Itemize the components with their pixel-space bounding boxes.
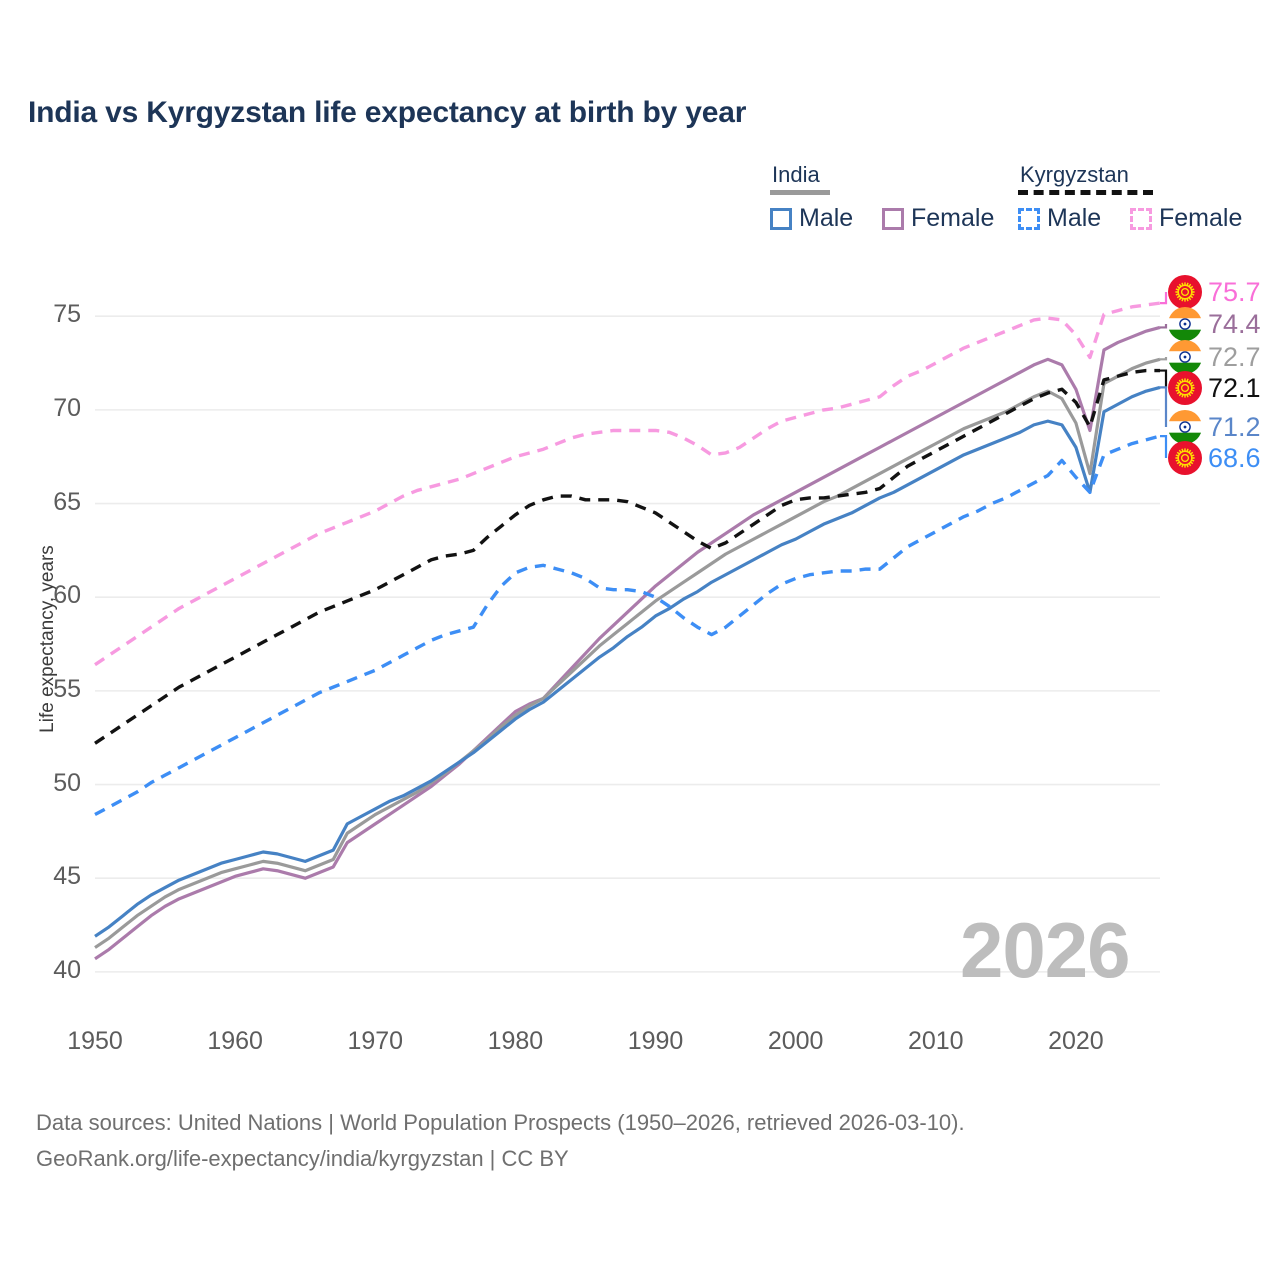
legend-swatch-india-female [882, 207, 904, 230]
x-tick-label: 1960 [207, 1027, 263, 1055]
end-label-74-4: 74.4 [1168, 304, 1261, 344]
series-line-kyrgyzstan-female [94, 301, 1161, 667]
leader-line [1160, 386, 1168, 427]
legend-swatch-kyrgyzstan-female [1130, 207, 1152, 230]
chart-gridlines [95, 315, 1160, 973]
legend-item-india-male[interactable]: Male [770, 204, 853, 233]
series-line-india-total [94, 357, 1161, 949]
end-label-value: 72.7 [1208, 341, 1261, 372]
chart-leader-lines [1160, 292, 1168, 458]
kyrgyzstan-flag-icon [1168, 275, 1202, 309]
leader-line [1160, 369, 1168, 388]
legend-group-kyrgyzstan-rule [1018, 190, 1153, 195]
series-line-india-female [94, 325, 1161, 961]
end-label-value: 74.4 [1208, 308, 1261, 339]
legend-group-india: India [772, 162, 820, 187]
footer-data-sources: Data sources: United Nations | World Pop… [36, 1110, 965, 1135]
india-flag-icon [1168, 340, 1202, 374]
leader-line [1160, 292, 1168, 305]
kyrgyzstan-flag-icon [1168, 441, 1202, 475]
legend-label-kyrgyzstan-male: Male [1047, 204, 1102, 232]
y-tick-label: 60 [53, 581, 81, 610]
chart-series-lines [94, 301, 1161, 961]
end-label-value: 68.6 [1208, 442, 1261, 473]
leader-line [1160, 435, 1168, 458]
legend-group-india-rule [770, 190, 830, 195]
y-tick-label: 65 [53, 487, 81, 516]
series-line-kyrgyzstan-male [94, 434, 1161, 817]
chart-legend: India Kyrgyzstan Male Female Male Female [760, 160, 1260, 240]
x-tick-label: 1970 [347, 1027, 404, 1055]
x-tick-label: 1980 [487, 1027, 544, 1055]
y-tick-label: 45 [53, 862, 81, 891]
end-label-value: 75.7 [1208, 276, 1261, 307]
series-line-kyrgyzstan-total [94, 368, 1160, 745]
india-flag-icon [1168, 307, 1202, 341]
leader-line [1160, 324, 1168, 329]
legend-label-india-male: Male [799, 204, 854, 232]
x-tick-label: 1950 [67, 1027, 123, 1055]
kyrgyzstan-flag-icon [1168, 371, 1202, 405]
legend-group-kyrgyzstan: Kyrgyzstan [1020, 162, 1129, 187]
end-label-value: 72.1 [1208, 372, 1261, 403]
legend-item-kyrgyzstan-male[interactable]: Male [1018, 204, 1101, 233]
end-label-68-6: 68.6 [1168, 438, 1261, 478]
x-tick-label: 2020 [1048, 1027, 1104, 1055]
y-tick-label: 40 [53, 955, 81, 984]
series-line-india-male [94, 385, 1161, 938]
legend-item-kyrgyzstan-female[interactable]: Female [1130, 204, 1242, 233]
y-tick-label: 75 [53, 300, 81, 329]
legend-label-india-female: Female [911, 204, 995, 232]
legend-swatch-kyrgyzstan-male [1018, 207, 1040, 230]
y-axis-label: Life expectancy, years [37, 545, 58, 733]
chart-footer: Data sources: United Nations | World Pop… [36, 1105, 965, 1178]
x-tick-label: 2000 [767, 1027, 824, 1055]
end-label-75-7: 75.7 [1168, 272, 1261, 312]
india-flag-icon [1168, 410, 1202, 444]
y-tick-label: 55 [53, 674, 81, 703]
page-title: India vs Kyrgyzstan life expectancy at b… [28, 96, 747, 129]
end-label-72-7: 72.7 [1168, 337, 1261, 377]
end-label-71-2: 71.2 [1168, 407, 1261, 447]
legend-label-kyrgyzstan-female: Female [1159, 204, 1243, 232]
legend-item-india-female[interactable]: Female [882, 204, 994, 233]
x-tick-label: 1990 [627, 1027, 684, 1055]
y-tick-label: 50 [53, 768, 81, 797]
y-tick-label: 70 [53, 393, 81, 422]
leader-line [1160, 357, 1168, 361]
year-watermark: 2026 [960, 906, 1131, 994]
end-label-72-1: 72.1 [1168, 368, 1261, 408]
x-tick-label: 2010 [907, 1027, 964, 1055]
end-label-value: 71.2 [1208, 411, 1261, 442]
legend-swatch-india-male [770, 207, 792, 230]
footer-attribution: GeoRank.org/life-expectancy/india/kyrgyz… [36, 1146, 569, 1172]
